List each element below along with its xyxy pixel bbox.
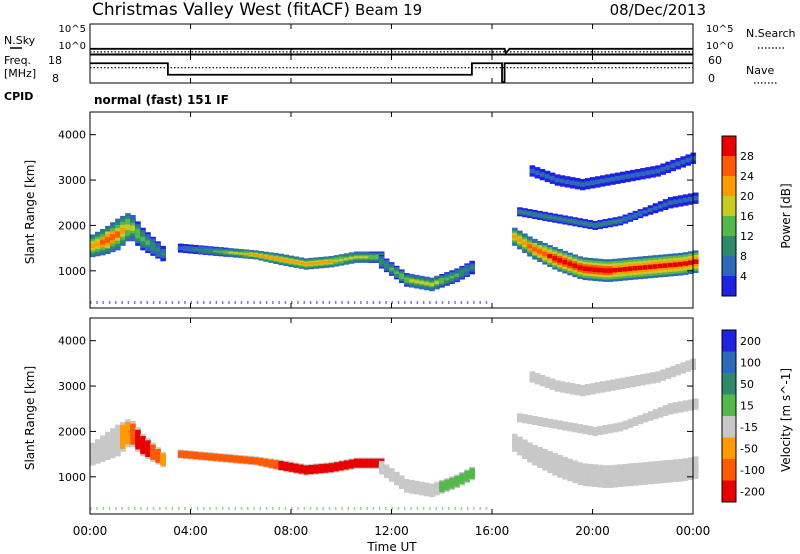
noise-tick-right-bottom: 10^0 [706,41,733,52]
date-label: 08/Dec/2013 [610,1,706,19]
power-panel: 1000 2000 3000 4000 Slant Range [km] 4 8 12 16… [23,111,793,309]
velocity-colorbar-swatch-3 [722,394,736,416]
power-colorbar-tick-1: 8 [740,250,747,263]
power-echo-band-3 [512,227,699,282]
power-colorbar-swatch-2 [722,236,736,256]
x-tick-label-6: 00:00 [676,524,711,538]
power-echo-band-5 [529,152,697,191]
velocity-colorbar-swatch-2 [722,373,736,395]
velocity-ytick-label-0: 1000 [58,471,86,484]
beam-label: Beam 19 [355,1,422,19]
velocity-colorbar-tick-1: 100 [740,356,761,369]
noise-panel: N.Sky N.Search 10^5 10^0 10^5 10^0 [4,23,796,55]
velocity-colorbar-swatch-0 [722,330,736,352]
velocity-colorbar-swatch-4 [722,416,736,438]
power-colorbar-swatch-6 [722,156,736,176]
velocity-colorbar-tick-5: -50 [740,442,758,455]
power-colorbar-swatch-0 [722,276,736,296]
noise-tick-left-top: 10^5 [59,24,86,35]
velocity-colorbar-tick-6: -100 [740,464,765,477]
power-echo-band-4 [517,192,699,230]
x-axis: 00:00 04:00 08:00 12:00 16:00 20:00 00:00 [73,24,711,538]
velocity-colorbar-swatch-7 [722,480,736,502]
freq-tick-left-top: 18 [48,54,62,67]
velocity-ylabel: Slant Range [km] [23,366,37,470]
freq-label-line2: [MHz] [4,67,36,80]
nave-tick-right-bottom: 0 [708,72,715,85]
x-tick-label-4: 16:00 [475,524,510,538]
power-colorbar-label: Power [dB] [779,183,793,248]
power-colorbar-tick-6: 28 [740,150,754,163]
power-colorbar-swatch-5 [722,176,736,196]
power-colorbar-tick-4: 20 [740,190,754,203]
velocity-echo-band-4 [517,398,699,436]
x-tick-label-3: 12:00 [374,524,409,538]
velocity-ytick-label-3: 4000 [58,335,86,348]
power-near-range-echoes [90,301,488,304]
freq-tick-left-bottom: 8 [52,72,59,85]
power-colorbar-tick-2: 12 [740,230,754,243]
power-colorbar-swatch-4 [722,196,736,216]
velocity-colorbar-swatch-6 [722,459,736,481]
velocity-colorbar-swatch-1 [722,351,736,373]
power-echo-band-0 [90,213,166,262]
power-echo-band-1 [177,243,385,270]
freq-series-0 [90,62,693,83]
noise-tick-right-top: 10^5 [706,24,733,35]
velocity-echo-band-2 [378,460,475,498]
x-tick-label-0: 00:00 [73,524,108,538]
velocity-panel: 1000 2000 3000 4000 Slant Range [km] 200 100… [23,317,793,515]
power-colorbar-tick-3: 16 [740,210,754,223]
power-colorbar-tick-5: 24 [740,170,754,183]
power-ylabel: Slant Range [km] [23,160,37,264]
x-tick-label-5: 20:00 [575,524,610,538]
freq-label-line1: Freq. [4,54,31,67]
power-ytick-label-3: 4000 [58,129,86,142]
velocity-echo-band-1 [177,449,385,476]
velocity-colorbar-tick-7: -200 [740,485,765,498]
velocity-echo-band-5 [529,358,697,397]
velocity-colorbar-tick-0: 200 [740,335,761,348]
nave-tick-right-top: 60 [708,54,722,67]
x-axis-label: Time UT [366,540,417,554]
figure-title: Christmas Valley West (fitACF) [92,0,350,20]
nave-label: Nave [746,64,774,77]
velocity-ytick-label-2: 3000 [58,380,86,393]
cpid-label: CPID [4,90,33,103]
x-tick-label-1: 04:00 [173,524,208,538]
noise-series-0 [89,47,693,55]
velocity-near-range-echoes [90,507,488,510]
velocity-colorbar-label: Velocity [m s^-1] [779,368,793,472]
power-ytick-label-2: 3000 [58,174,86,187]
velocity-colorbar-tick-2: 50 [740,378,754,391]
power-colorbar-tick-0: 4 [740,270,747,283]
velocity-colorbar-tick-4: -15 [740,421,758,434]
nsearch-label: N.Search [746,27,796,40]
velocity-echo-band-0 [90,419,166,468]
nsky-label: N.Sky [4,34,36,47]
velocity-colorbar-tick-3: 15 [740,399,754,412]
power-colorbar-swatch-3 [722,216,736,236]
velocity-colorbar-swatch-5 [722,437,736,459]
noise-tick-left-bottom: 10^0 [59,41,86,52]
power-ytick-label-0: 1000 [58,265,86,278]
velocity-ytick-label-1: 2000 [58,425,86,438]
cpid-value: normal (fast) 151 IF [94,93,229,107]
power-colorbar-swatch-1 [722,256,736,276]
x-tick-label-2: 08:00 [274,524,309,538]
velocity-echo-band-3 [512,433,699,488]
power-ytick-label-1: 2000 [58,219,86,232]
power-echo-band-2 [378,254,475,292]
power-colorbar-swatch-7 [722,136,736,156]
